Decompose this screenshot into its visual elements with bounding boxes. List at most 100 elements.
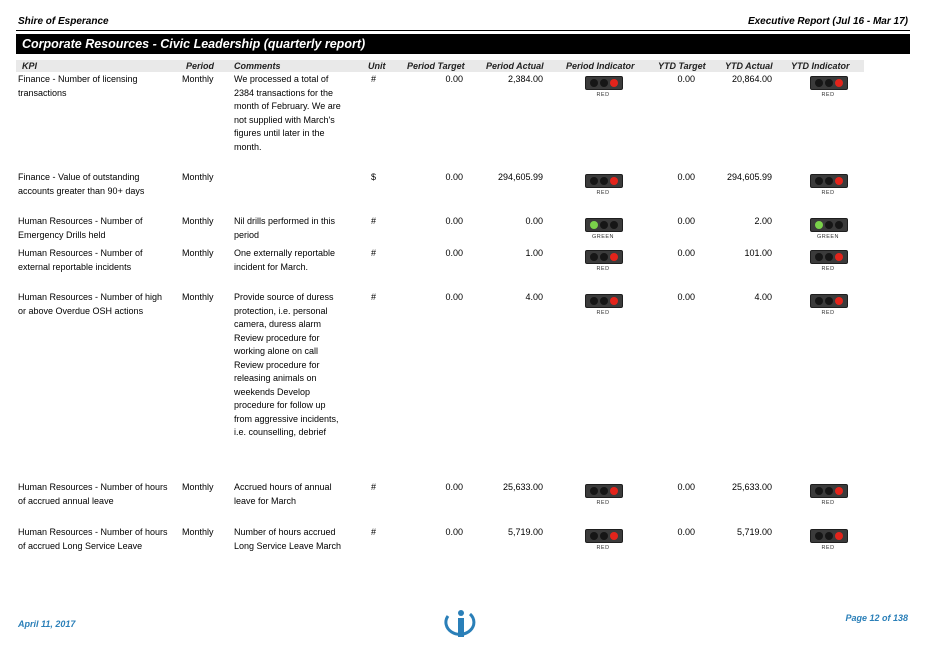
- traffic-light-icon: [810, 174, 848, 188]
- indicator-lamp: [815, 253, 823, 261]
- indicator-lamp: [600, 253, 608, 261]
- period-indicator: GREEN: [584, 218, 624, 240]
- header-rule: [16, 30, 910, 31]
- ytd-target-cell: 0.00: [677, 292, 695, 302]
- traffic-light-icon: [810, 529, 848, 543]
- period-actual-cell: 1.00: [525, 248, 543, 258]
- indicator-lamp: [600, 177, 608, 185]
- indicator-label: GREEN: [816, 234, 840, 240]
- col-period-indicator: Period Indicator: [566, 61, 635, 71]
- traffic-light-icon: [585, 250, 623, 264]
- indicator-label: RED: [821, 545, 835, 551]
- period-cell: Monthly: [182, 292, 214, 302]
- period-target-cell: 0.00: [445, 482, 463, 492]
- comments-cell: We processed a total of 2384 transaction…: [234, 74, 341, 152]
- indicator-label: RED: [596, 92, 610, 98]
- indicator-lamp: [835, 177, 843, 185]
- indicator-lamp: [825, 221, 833, 229]
- ytd-indicator: RED: [809, 529, 849, 551]
- indicator-lamp: [835, 487, 843, 495]
- indicator-lamp: [600, 221, 608, 229]
- unit-cell: #: [371, 482, 377, 492]
- traffic-light-icon: [810, 76, 848, 90]
- period-target-cell: 0.00: [445, 248, 463, 258]
- indicator-lamp: [610, 297, 618, 305]
- indicator-lamp: [835, 221, 843, 229]
- period-cell: Monthly: [182, 216, 214, 226]
- period-actual-cell: 0.00: [525, 216, 543, 226]
- indicator-lamp: [590, 532, 598, 540]
- ytd-target-cell: 0.00: [677, 74, 695, 84]
- table-header: KPI Period Comments Unit Period Target P…: [16, 60, 864, 72]
- col-period-actual: Period Actual: [486, 61, 544, 71]
- traffic-light-icon: [585, 484, 623, 498]
- col-period-target: Period Target: [407, 61, 465, 71]
- indicator-lamp: [815, 532, 823, 540]
- ytd-actual-cell: 4.00: [754, 292, 772, 302]
- indicator-label: RED: [596, 310, 610, 316]
- period-actual-cell: 294,605.99: [497, 172, 543, 182]
- ytd-indicator: RED: [809, 250, 849, 272]
- indicator-lamp: [600, 532, 608, 540]
- ytd-target-cell: 0.00: [677, 216, 695, 226]
- indicator-label: RED: [596, 266, 610, 272]
- ytd-indicator: RED: [809, 294, 849, 316]
- section-banner: Corporate Resources - Civic Leadership (…: [16, 34, 910, 54]
- traffic-light-icon: [810, 484, 848, 498]
- period-actual-cell: 25,633.00: [502, 482, 543, 492]
- footer-date: April 11, 2017: [18, 619, 76, 629]
- col-ytd-actual: YTD Actual: [725, 61, 773, 71]
- col-unit: Unit: [368, 61, 386, 71]
- ytd-indicator: RED: [809, 76, 849, 98]
- kpi-cell: Finance - Number of licensing transactio…: [18, 74, 138, 98]
- kpi-cell: Finance - Value of outstanding accounts …: [18, 172, 145, 196]
- unit-cell: #: [371, 292, 377, 302]
- indicator-label: GREEN: [591, 234, 615, 240]
- indicator-label: RED: [821, 190, 835, 196]
- indicator-lamp: [825, 532, 833, 540]
- indicator-lamp: [825, 79, 833, 87]
- traffic-light-icon: [585, 76, 623, 90]
- comments-cell: Number of hours accrued Long Service Lea…: [234, 527, 342, 551]
- ytd-indicator: GREEN: [809, 218, 849, 240]
- traffic-light-icon: [585, 174, 623, 188]
- indicator-lamp: [590, 297, 598, 305]
- col-comments: Comments: [234, 61, 281, 71]
- unit-cell: #: [371, 216, 377, 226]
- period-cell: Monthly: [182, 74, 214, 84]
- period-target-cell: 0.00: [445, 527, 463, 537]
- indicator-lamp: [610, 532, 618, 540]
- period-target-cell: 0.00: [445, 292, 463, 302]
- kpi-cell: Human Resources - Number of hours of acc…: [18, 482, 168, 506]
- report-title: Executive Report (Jul 16 - Mar 17): [747, 16, 908, 27]
- footer-page-number: Page 12 of 138: [845, 613, 908, 623]
- traffic-light-icon: [585, 294, 623, 308]
- indicator-label: RED: [596, 545, 610, 551]
- indicator-lamp: [815, 221, 823, 229]
- period-cell: Monthly: [182, 248, 214, 258]
- indicator-lamp: [610, 177, 618, 185]
- indicator-lamp: [835, 79, 843, 87]
- unit-cell: #: [371, 527, 377, 537]
- unit-cell: #: [371, 248, 377, 258]
- col-kpi: KPI: [22, 61, 38, 71]
- col-period: Period: [186, 61, 215, 71]
- kpi-cell: Human Resources - Number of hours of acc…: [18, 527, 168, 551]
- traffic-light-icon: [585, 529, 623, 543]
- period-target-cell: 0.00: [445, 172, 463, 182]
- indicator-lamp: [835, 532, 843, 540]
- ytd-target-cell: 0.00: [677, 248, 695, 258]
- period-cell: Monthly: [182, 527, 214, 537]
- indicator-lamp: [815, 79, 823, 87]
- period-cell: Monthly: [182, 172, 214, 182]
- period-indicator: RED: [584, 250, 624, 272]
- indicator-lamp: [610, 79, 618, 87]
- comments-cell: One externally reportable incident for M…: [234, 248, 336, 272]
- indicator-lamp: [600, 79, 608, 87]
- ytd-actual-cell: 101.00: [744, 248, 772, 258]
- indicator-lamp: [825, 297, 833, 305]
- kpi-cell: Human Resources - Number of external rep…: [18, 248, 143, 272]
- traffic-light-icon: [810, 294, 848, 308]
- comments-cell: Nil drills performed in this period: [234, 216, 336, 240]
- col-ytd-target: YTD Target: [658, 61, 706, 71]
